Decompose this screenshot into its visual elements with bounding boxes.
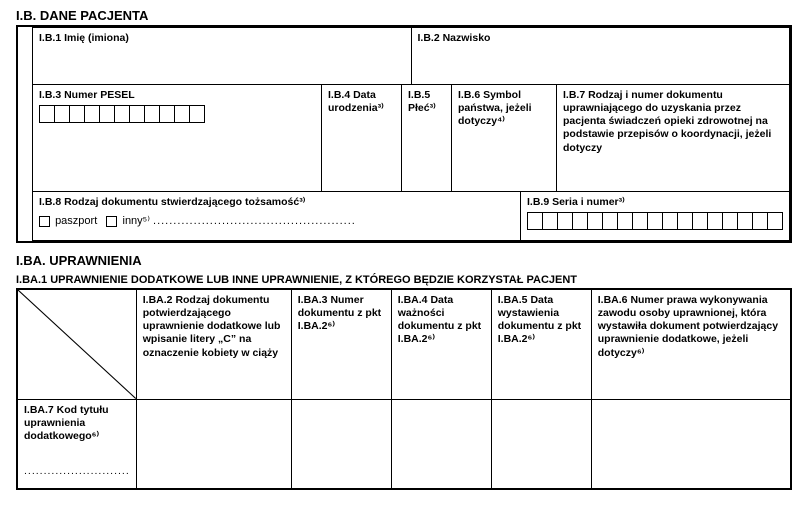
- label-ib5: I.B.5 Płeć³⁾: [408, 89, 436, 114]
- diagonal-cell: [17, 289, 136, 399]
- field-iba5: I.BA.5 Data wystawienia dokumentu z pkt …: [491, 289, 591, 399]
- field-ib8: I.B.8 Rodzaj dokumentu stwierdzającego t…: [32, 191, 521, 241]
- label-ib6: I.B.6 Symbol państwa, jeżeli dotyczy⁴⁾: [458, 89, 532, 127]
- ib-row3: I.B.8 Rodzaj dokumentu stwierdzającego t…: [32, 191, 790, 241]
- label-ib3: I.B.3 Numer PESEL: [39, 89, 135, 101]
- label-iba5: I.BA.5 Data wystawienia dokumentu z pkt …: [498, 294, 581, 345]
- serial-boxes[interactable]: [527, 212, 783, 230]
- label-ib9: I.B.9 Seria i numer³⁾: [527, 196, 625, 208]
- label-ib1: I.B.1 Imię (imiona): [39, 32, 129, 44]
- iba-table: I.BA.2 Rodzaj dokumentu potwierdzającego…: [16, 288, 792, 490]
- field-ib5: I.B.5 Płeć³⁾: [402, 84, 452, 192]
- cell-iba5-value[interactable]: [491, 399, 591, 489]
- section-iba-title: I.BA. UPRAWNIENIA: [16, 253, 792, 268]
- label-ib4: I.B.4 Data urodzenia³⁾: [328, 89, 384, 114]
- ib-container: I.B.1 Imię (imiona) I.B.2 Nazwisko I.B.3…: [16, 25, 792, 243]
- cell-iba4-value[interactable]: [391, 399, 491, 489]
- checkbox-passport[interactable]: [39, 216, 50, 227]
- field-ib2: I.B.2 Nazwisko: [412, 27, 791, 85]
- cell-iba2-value[interactable]: [136, 399, 291, 489]
- dots-ib8: ........................................…: [153, 215, 356, 227]
- cell-iba6-value[interactable]: [591, 399, 791, 489]
- label-iba2: I.BA.2 Rodzaj dokumentu potwierdzającego…: [143, 294, 281, 359]
- label-iba7: I.BA.7 Kod tytułu uprawnienia dodatkoweg…: [24, 404, 109, 442]
- iba-data-row: I.BA.7 Kod tytułu uprawnienia dodatkoweg…: [17, 399, 791, 489]
- label-ib8: I.B.8 Rodzaj dokumentu stwierdzającego t…: [39, 196, 305, 208]
- label-iba4: I.BA.4 Data ważności dokumentu z pkt I.B…: [398, 294, 481, 345]
- label-passport: paszport: [55, 215, 97, 227]
- field-iba4: I.BA.4 Data ważności dokumentu z pkt I.B…: [391, 289, 491, 399]
- cell-iba3-value[interactable]: [291, 399, 391, 489]
- field-ib4: I.B.4 Data urodzenia³⁾: [322, 84, 402, 192]
- field-ib9: I.B.9 Seria i numer³⁾: [521, 191, 790, 241]
- ib8-options: paszport inny⁵⁾ ........................…: [39, 215, 514, 229]
- section-iba1-title: I.BA.1 UPRAWNIENIE DODATKOWE LUB INNE UP…: [16, 274, 792, 286]
- ib-row1: I.B.1 Imię (imiona) I.B.2 Nazwisko: [32, 27, 790, 85]
- field-iba7: I.BA.7 Kod tytułu uprawnienia dodatkoweg…: [17, 399, 136, 489]
- section-ib-title: I.B. DANE PACJENTA: [16, 8, 792, 23]
- field-ib6: I.B.6 Symbol państwa, jeżeli dotyczy⁴⁾: [452, 84, 557, 192]
- field-iba3: I.BA.3 Numer dokumentu z pkt I.BA.2⁶⁾: [291, 289, 391, 399]
- label-iba3: I.BA.3 Numer dokumentu z pkt I.BA.2⁶⁾: [298, 294, 381, 332]
- label-iba6: I.BA.6 Numer prawa wykonywania zawodu os…: [598, 294, 778, 359]
- dots-iba7: ...........................: [24, 465, 130, 478]
- label-ib2: I.B.2 Nazwisko: [418, 32, 491, 44]
- checkbox-other[interactable]: [106, 216, 117, 227]
- field-ib7: I.B.7 Rodzaj i numer dokumentu uprawniaj…: [557, 84, 790, 192]
- iba-header-row: I.BA.2 Rodzaj dokumentu potwierdzającego…: [17, 289, 791, 399]
- field-iba6: I.BA.6 Numer prawa wykonywania zawodu os…: [591, 289, 791, 399]
- label-ib7: I.B.7 Rodzaj i numer dokumentu uprawniaj…: [563, 89, 771, 154]
- field-iba2: I.BA.2 Rodzaj dokumentu potwierdzającego…: [136, 289, 291, 399]
- field-ib3: I.B.3 Numer PESEL: [32, 84, 322, 192]
- ib-row2: I.B.3 Numer PESEL I.B.4 Data urodzenia³⁾…: [32, 84, 790, 192]
- field-ib1: I.B.1 Imię (imiona): [32, 27, 412, 85]
- pesel-boxes[interactable]: [39, 105, 315, 123]
- label-other: inny⁵⁾: [123, 215, 150, 227]
